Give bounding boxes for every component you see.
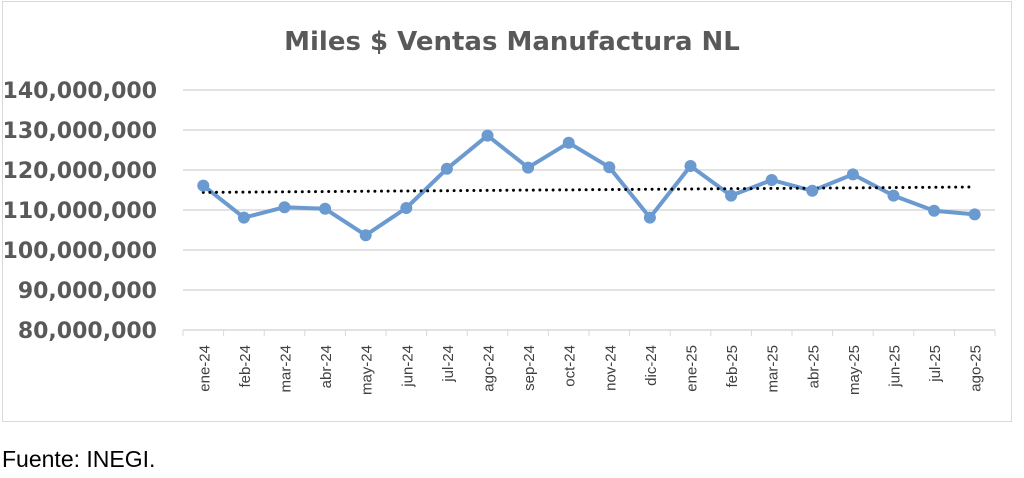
x-tick-label: oct-24 [562,345,579,387]
data-point [887,189,900,202]
x-tick-label: sep-24 [521,345,538,391]
x-tick-label: abr-24 [318,345,335,388]
data-point [197,179,210,192]
x-tick-label: abr-25 [805,345,822,388]
x-tick-label: ene-25 [684,345,701,392]
data-point [237,211,250,224]
data-point [928,204,941,217]
source-note: Fuente: INEGI. [2,446,156,472]
x-tick-label: may-25 [846,345,863,395]
data-point [440,162,453,175]
data-point [603,161,616,174]
data-point [400,202,413,214]
data-point [968,208,981,221]
line-chart: Miles $ Ventas Manufactura NL 80,000,000 9… [3,27,996,395]
x-tick-label: mar-24 [278,345,295,393]
x-tick-label: dic-24 [643,345,660,386]
y-tick-label: 80,000,000 [18,319,157,344]
data-point [481,129,494,142]
x-tick-label: mar-25 [765,345,782,393]
chart-frame [2,1,1012,422]
y-tick-label: 140,000,000 [3,79,157,104]
y-tick-label: 130,000,000 [3,119,157,144]
x-tick-label: ene-24 [196,345,213,392]
y-tick-label: 120,000,000 [3,159,157,184]
data-point [765,174,778,186]
data-point [846,168,859,181]
data-point [684,160,697,172]
x-tick-label: nov-24 [602,345,619,391]
data-point [643,211,656,224]
y-tick-label: 100,000,000 [3,239,157,264]
y-tick-label: 110,000,000 [3,199,157,224]
x-tick-label: jul-25 [927,345,944,383]
x-tick-label: jun-25 [887,345,904,388]
data-point [278,201,291,214]
x-tick-label: ago-25 [968,345,985,392]
data-point [725,189,738,202]
x-tick-label: feb-25 [724,345,741,388]
data-point [562,136,575,149]
x-tick-label: feb-24 [237,345,254,388]
data-point [806,184,819,197]
data-point [359,229,372,242]
data-point [319,202,332,215]
chart-title: Miles $ Ventas Manufactura NL [284,27,740,57]
y-tick-label: 90,000,000 [18,279,157,304]
data-point [522,161,535,174]
series-line [202,133,975,238]
x-tick-label: may-24 [359,345,376,395]
x-tick-label: jul-24 [440,345,457,383]
x-tick-label: jun-24 [399,345,416,388]
trendline [201,185,977,194]
x-tick-label: ago-24 [481,345,498,392]
